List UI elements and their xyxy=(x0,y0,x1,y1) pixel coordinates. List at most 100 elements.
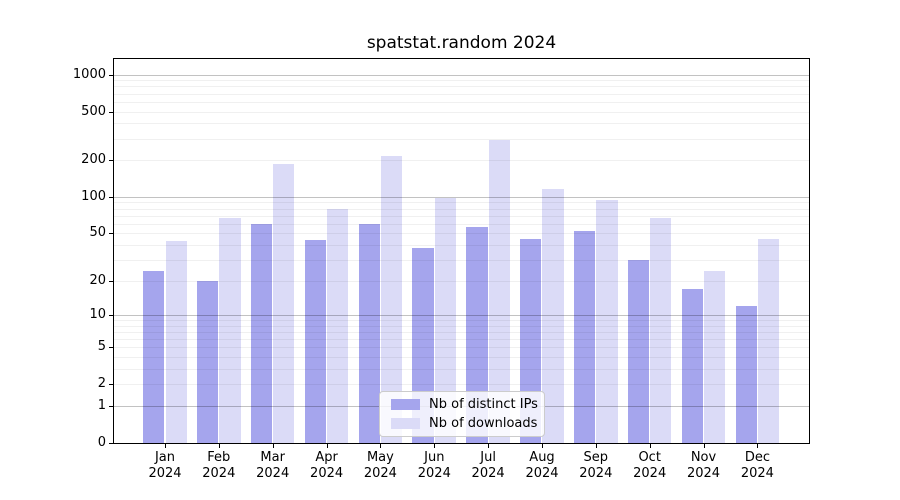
bar-downloads xyxy=(380,156,403,443)
legend-swatch-distinct-ips xyxy=(391,399,420,410)
x-month-label: Nov 2024 xyxy=(686,450,721,481)
legend-label-distinct-ips: Nb of distinct IPs xyxy=(429,397,538,412)
bar-downloads xyxy=(219,218,241,443)
gridline-minor xyxy=(114,111,809,113)
gridline-minor xyxy=(114,332,809,334)
bar-distinct-ips xyxy=(627,259,650,443)
x-month-label: May 2024 xyxy=(363,450,397,481)
gridline-minor xyxy=(114,223,809,225)
y-tick-label: 10 xyxy=(89,307,106,323)
legend-label-downloads: Nb of downloads xyxy=(429,416,538,431)
bar-downloads xyxy=(704,271,726,443)
gridline-minor xyxy=(114,325,809,327)
gridline-minor xyxy=(114,80,809,82)
y-tick-label: 2 xyxy=(97,376,106,392)
x-tick-mark xyxy=(434,444,436,448)
legend-item-downloads: Nb of downloads xyxy=(391,416,544,431)
x-month-label: Oct 2024 xyxy=(633,450,667,481)
x-month-label: Jun 2024 xyxy=(417,450,451,481)
gridline-minor xyxy=(114,93,809,95)
x-month-label: Feb 2024 xyxy=(202,450,236,481)
x-month-label: Jul 2024 xyxy=(471,450,505,481)
gridline-minor xyxy=(114,138,809,140)
bar-distinct-ips xyxy=(143,271,165,443)
bar-downloads xyxy=(757,238,780,443)
gridline-major xyxy=(114,74,809,76)
bar-distinct-ips xyxy=(466,226,488,443)
gridline-minor xyxy=(114,369,809,371)
bar-downloads xyxy=(488,139,510,443)
x-tick-mark xyxy=(218,444,220,448)
x-tick-mark xyxy=(272,444,274,448)
x-tick-mark xyxy=(380,444,382,448)
legend: Nb of distinct IPs Nb of downloads xyxy=(379,391,545,437)
bar-downloads xyxy=(273,164,295,443)
gridline-major xyxy=(114,196,809,198)
y-tick-mark xyxy=(109,233,113,235)
gridline-minor xyxy=(114,320,809,322)
gridline-minor xyxy=(114,86,809,88)
gridline-minor xyxy=(114,245,809,246)
legend-item-distinct-ips: Nb of distinct IPs xyxy=(391,397,544,412)
y-tick-mark xyxy=(109,280,113,282)
y-tick-mark xyxy=(109,315,113,317)
gridline-minor xyxy=(114,215,809,217)
gridline-minor xyxy=(114,233,809,235)
x-month-label: Apr 2024 xyxy=(310,450,344,481)
y-tick-label: 1000 xyxy=(72,66,106,82)
bar-distinct-ips xyxy=(735,306,757,443)
x-month-label: Dec 2024 xyxy=(740,450,774,481)
bar-downloads xyxy=(165,241,187,443)
y-tick-label: 200 xyxy=(81,152,106,168)
gridline-minor xyxy=(114,280,809,282)
bar-downloads xyxy=(596,199,618,443)
y-tick-label: 50 xyxy=(89,225,106,241)
plot-area xyxy=(113,58,810,444)
x-month-label: Jan 2024 xyxy=(148,450,182,481)
y-tick-mark xyxy=(109,443,113,444)
gridline-minor xyxy=(114,208,809,210)
y-tick-label: 500 xyxy=(81,103,106,119)
bar-distinct-ips xyxy=(250,223,273,443)
x-tick-mark xyxy=(757,444,759,448)
x-tick-mark xyxy=(165,444,166,448)
gridline-minor xyxy=(114,123,809,125)
bar-distinct-ips xyxy=(574,231,596,443)
gridline-minor xyxy=(114,202,809,204)
x-month-label: Aug 2024 xyxy=(525,450,559,481)
bar-distinct-ips xyxy=(358,223,380,443)
x-tick-mark xyxy=(703,444,705,448)
x-tick-mark xyxy=(326,444,328,448)
y-tick-label: 1 xyxy=(97,398,106,413)
y-tick-label: 5 xyxy=(97,339,106,355)
y-tick-mark xyxy=(109,74,113,76)
y-tick-mark xyxy=(109,160,113,162)
bar-downloads xyxy=(434,197,457,443)
y-tick-mark xyxy=(109,111,113,113)
legend-swatch-downloads xyxy=(391,418,420,429)
gridline-minor xyxy=(114,357,809,359)
bar-downloads xyxy=(542,188,564,443)
y-tick-mark xyxy=(109,196,113,198)
bar-downloads xyxy=(650,218,672,443)
gridline-minor xyxy=(114,347,809,349)
y-tick-label: 0 xyxy=(97,435,106,450)
bar-distinct-ips xyxy=(681,288,703,443)
gridline-minor xyxy=(114,160,809,162)
y-tick-label: 20 xyxy=(89,272,106,288)
gridline-minor xyxy=(114,101,809,103)
gridline-minor xyxy=(114,339,809,341)
y-tick-mark xyxy=(109,406,113,407)
x-tick-mark xyxy=(542,444,543,448)
gridline-major xyxy=(114,315,809,317)
x-month-label: Mar 2024 xyxy=(256,450,290,481)
x-tick-mark xyxy=(488,444,490,448)
y-tick-label: 100 xyxy=(81,188,106,204)
bar-downloads xyxy=(327,208,349,443)
x-month-label: Sep 2024 xyxy=(579,450,613,481)
x-tick-mark xyxy=(649,444,651,448)
chart-title: spatstat.random 2024 xyxy=(366,33,557,53)
gridline-minor xyxy=(114,384,809,386)
gridline-minor xyxy=(114,259,809,261)
